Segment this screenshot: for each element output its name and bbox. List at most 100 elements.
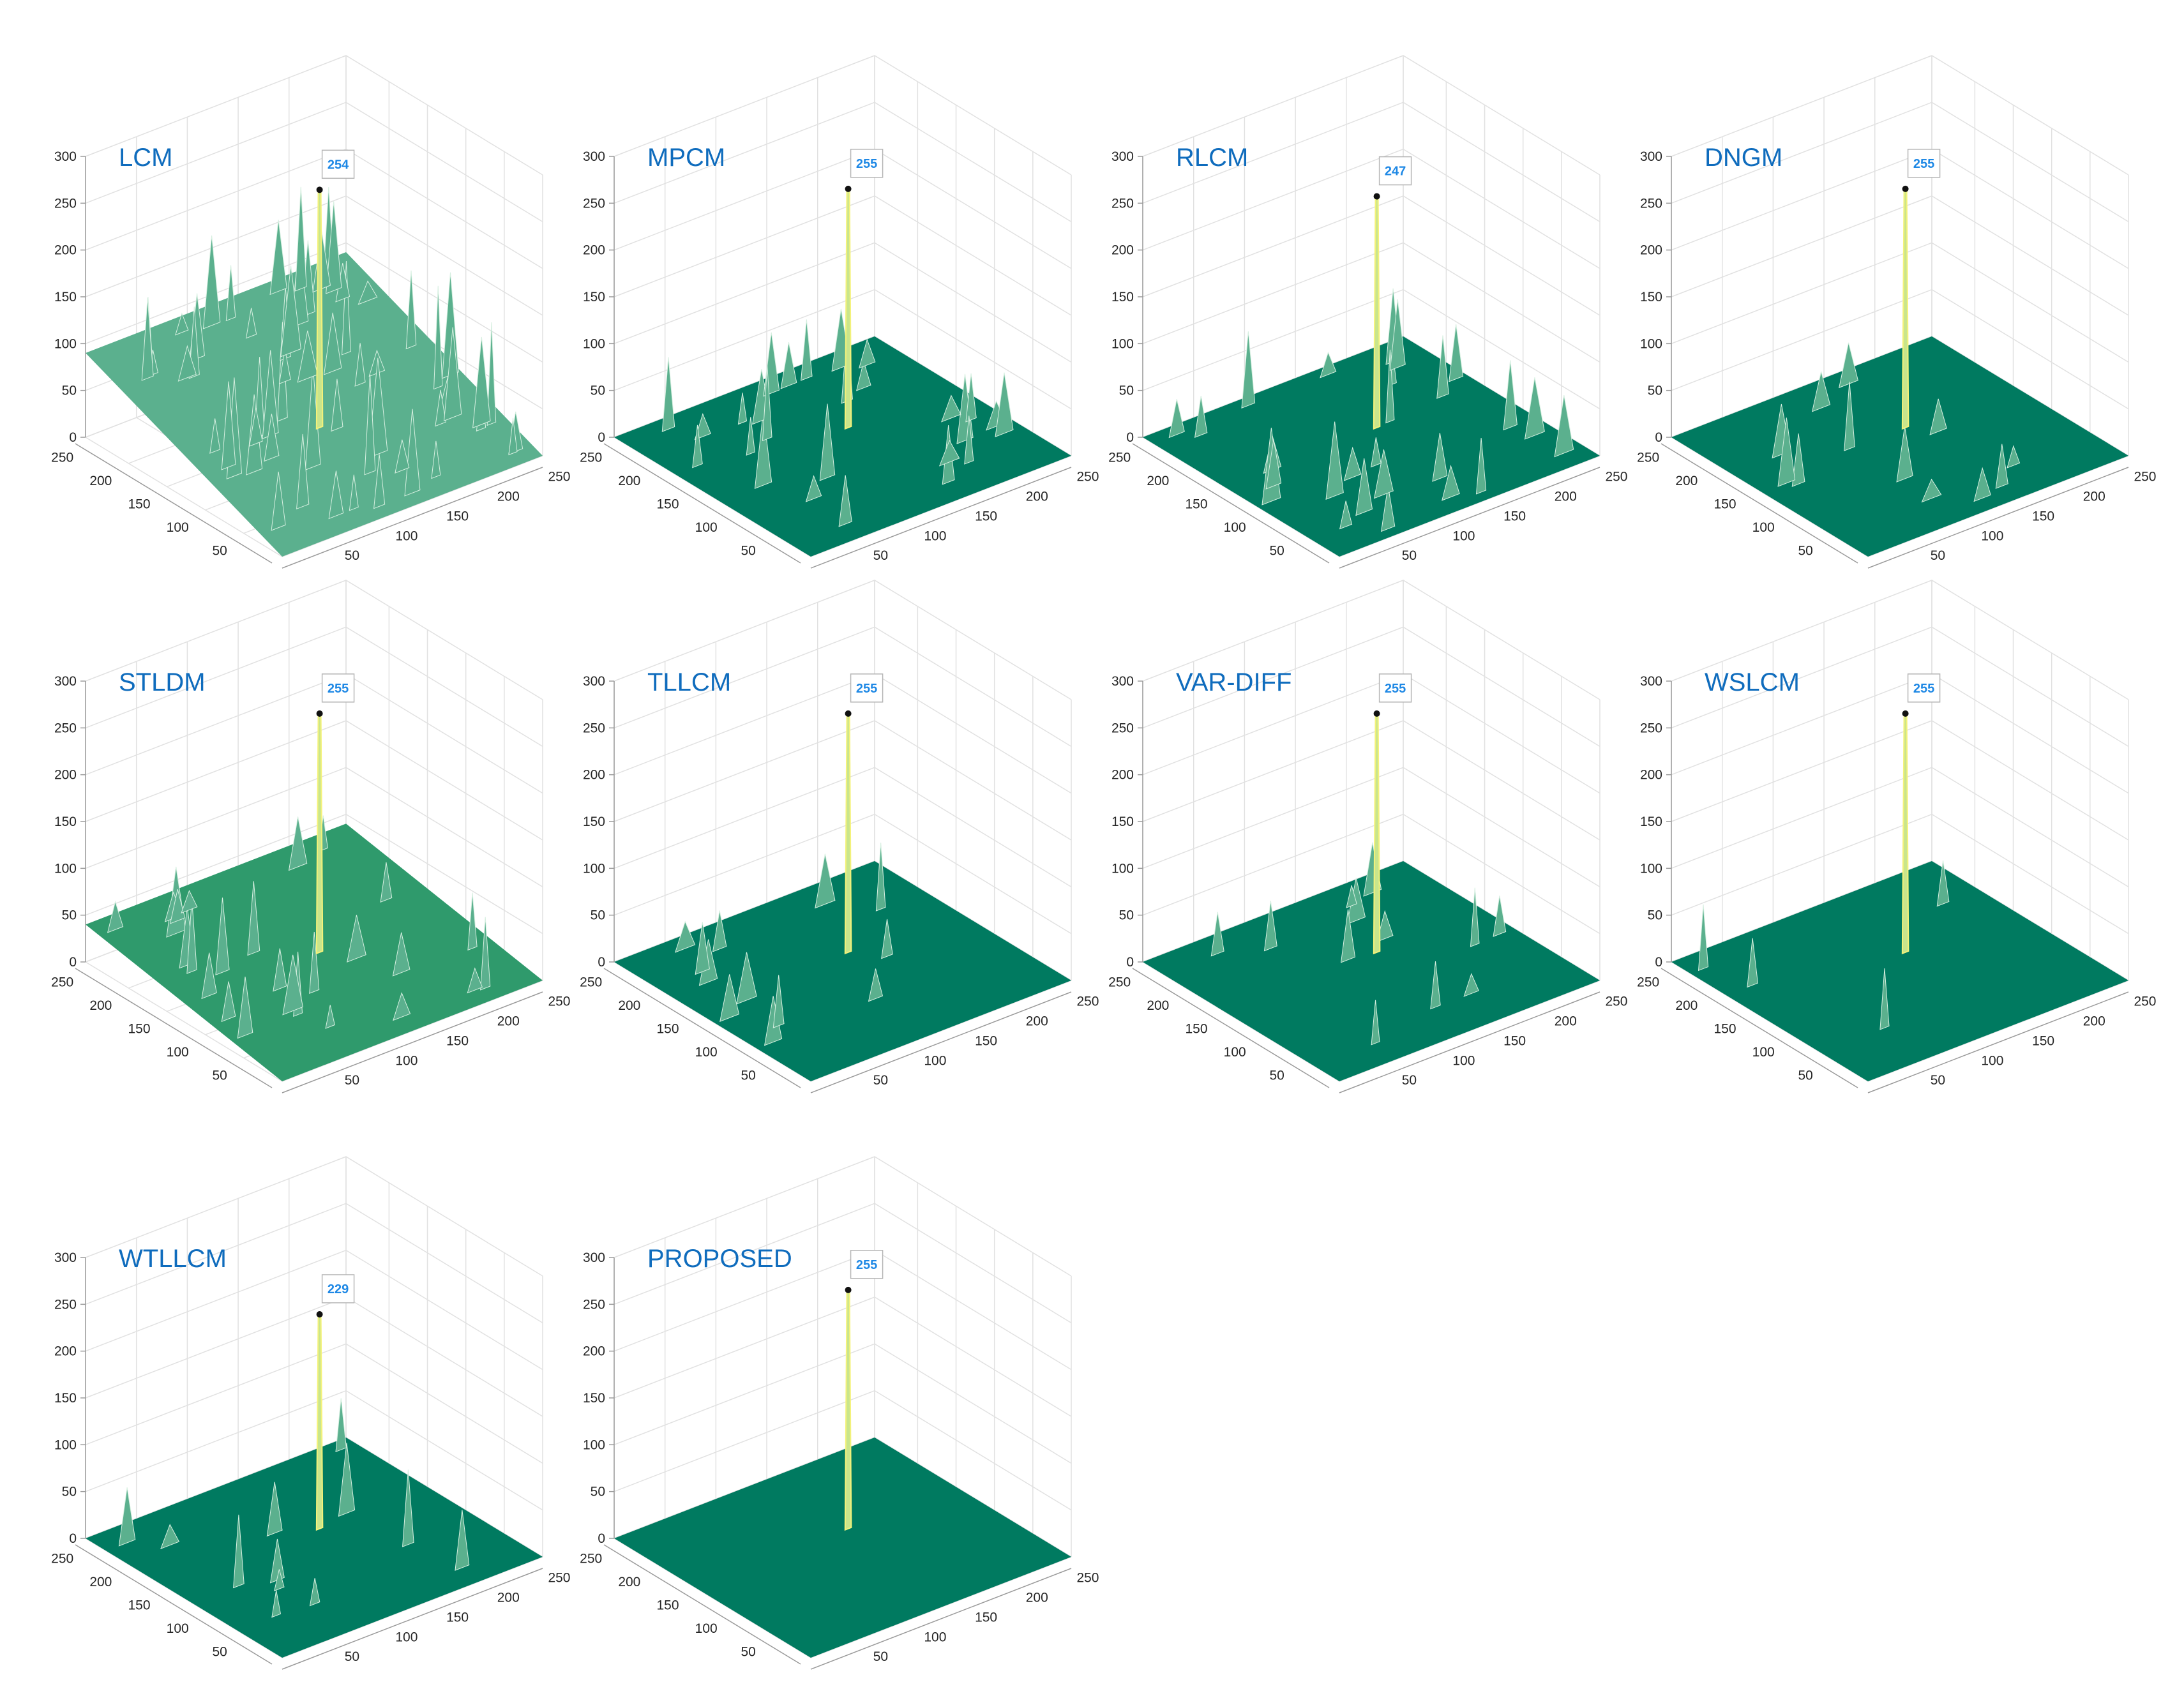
clutter-peak [1879,968,1890,1030]
clutter-peak [1524,377,1545,440]
gridline-z [1671,289,2129,410]
gridline-floor-x [85,961,283,1082]
clutter-peak [309,932,320,994]
plot-title: VAR-DIFF [1176,668,1292,696]
gridline-z [85,148,543,269]
y-tick-label: 150 [128,1021,150,1036]
clutter-peak [1929,398,1947,435]
clutter-peak [271,471,286,531]
clutter-peak [467,892,478,951]
datatip-box [1378,673,1412,703]
y-tick-label: 50 [741,1068,755,1083]
z-tick-label: 150 [54,290,77,304]
clutter-peak [1936,860,1950,907]
datatip: 254 [321,149,355,179]
gridline-z [614,580,1072,700]
clutter-peak [402,1469,414,1547]
z-tick-label: 0 [598,955,605,970]
z-tick-label: 300 [54,1250,77,1265]
gridline-z [614,55,1072,176]
surface-plot-var-diff: 255 VAR-DIFF 0 50 100 150 200 250 300 50 100 150 200… [1108,580,1627,1093]
clutter-peak [695,922,710,975]
x-tick-label: 200 [1026,490,1048,504]
x-tick-label: 150 [2032,509,2054,523]
x-tick-label: 100 [395,1053,418,1068]
clutter-peak [1896,426,1913,483]
datatip-value: 255 [1385,682,1406,696]
clutter-peak [215,897,230,976]
x-tick-label: 250 [1076,470,1099,484]
z-tick-label: 250 [1640,196,1662,211]
clutter-peak [335,1398,347,1453]
surface-floor [1671,861,2128,1081]
z-tick-label: 150 [583,814,605,829]
clutter-peak [1777,417,1796,487]
z-tick-label: 100 [1111,336,1134,351]
clutter-peak [815,853,836,909]
clutter-peak [245,308,257,339]
datatip-value: 229 [328,1282,349,1296]
datatip: 255 [1907,149,1941,178]
target-peak [315,189,324,430]
clutter-peak [1449,324,1464,382]
x-tick-label: 150 [1503,1033,1526,1048]
y-tick-label: 150 [1713,497,1736,511]
datatip: 255 [321,673,355,703]
z-tick-label: 100 [583,861,605,876]
y-tick-label: 50 [212,543,227,558]
clutter-peak [1380,485,1396,532]
x-tick-label: 100 [395,529,418,543]
gridline-z [1671,101,2129,222]
datatip-box [321,149,355,179]
clutter-peak [838,475,852,527]
surface-floor [1671,336,2128,557]
z-tick-label: 0 [69,430,77,445]
clutter-peak [237,976,253,1039]
target-peak [1373,712,1381,955]
z-tick-label: 200 [583,768,605,783]
clutter-peak [282,954,304,1016]
clutter-peak [431,440,441,479]
z-tick-label: 200 [1640,243,1662,258]
x-tick-label: 50 [1931,1073,1945,1088]
gridline-z [614,195,1072,316]
x-axis-line [282,991,543,1093]
y-tick-label: 100 [695,520,718,535]
z-tick-label: 150 [1111,290,1134,304]
datatip-box [1907,673,1941,703]
datatip-value: 255 [856,682,877,696]
z-tick-label: 200 [54,1344,77,1359]
clutter-peak [1320,351,1337,379]
x-tick-label: 250 [548,1571,570,1586]
y-tick-label: 200 [618,998,640,1013]
z-tick-label: 0 [1126,955,1134,970]
gridline-z [85,55,543,176]
gridline-z [1142,767,1600,887]
z-tick-label: 300 [583,674,605,689]
datatip-box [1907,149,1941,178]
x-tick-label: 50 [1402,548,1417,563]
z-tick-label: 100 [583,1438,605,1452]
y-tick-label: 250 [1637,975,1659,989]
clutter-peak [965,373,977,423]
y-tick-label: 150 [1713,1021,1736,1036]
datatip-box [850,149,884,178]
clutter-peak [373,454,386,509]
gridline-z [1142,195,1600,316]
datatip-marker [1373,193,1380,200]
x-tick-label: 50 [873,548,888,563]
x-tick-label: 50 [345,1073,359,1088]
clutter-peak [855,360,871,391]
x-axis-line [282,1568,543,1670]
z-tick-label: 300 [583,149,605,164]
datatip: 229 [321,1274,355,1303]
clutter-peak [712,910,727,952]
y-tick-label: 200 [1675,998,1698,1013]
y-axis-line [75,968,273,1088]
target-peak [1901,712,1909,955]
clutter-peak [177,345,197,382]
z-tick-label: 50 [591,384,605,398]
x-tick-label: 200 [1026,1591,1048,1605]
z-tick-label: 300 [1640,149,1662,164]
datatip: 255 [850,673,884,703]
